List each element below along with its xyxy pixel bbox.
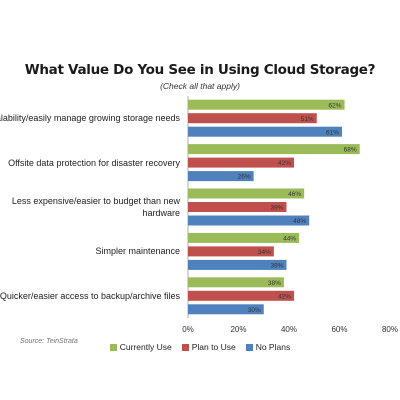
data-label: 30% — [248, 307, 261, 314]
bar — [188, 99, 345, 110]
category-label: Less expensive/easier to budget than new… — [11, 196, 180, 218]
bar — [188, 188, 305, 199]
bar — [188, 144, 360, 155]
data-label: 46% — [288, 191, 301, 198]
bar — [188, 304, 264, 315]
data-label: 48% — [293, 218, 306, 225]
data-label: 39% — [270, 205, 283, 212]
x-tick-label: 20% — [230, 325, 246, 334]
bar — [188, 290, 295, 301]
category-label: Scalability/easily manage growing storag… — [0, 113, 180, 124]
category-label: Quicker/easier access to backup/archive … — [0, 290, 180, 301]
bar — [188, 157, 295, 168]
legend-item: No Plans — [245, 342, 291, 352]
source-note: Source: TeinStrata — [20, 338, 78, 345]
data-label: 26% — [238, 174, 251, 181]
data-label: 51% — [301, 116, 314, 123]
legend-item: Plan to Use — [181, 342, 236, 352]
chart-subtitle: (Check all that apply) — [160, 81, 240, 91]
x-tick-label: 0% — [182, 325, 194, 334]
bar — [188, 277, 284, 288]
data-label: 68% — [344, 147, 357, 154]
legend: Currently Use Plan to Use No Plans — [0, 342, 400, 352]
category-label: Simpler maintenance — [95, 246, 180, 257]
x-tick-label: 60% — [331, 325, 347, 334]
bar — [188, 171, 254, 182]
chart-title: What Value Do You See in Using Cloud Sto… — [24, 62, 376, 78]
data-label: 34% — [258, 249, 271, 256]
data-label: 39% — [270, 263, 283, 270]
legend-item: Currently Use — [109, 342, 172, 352]
bar — [188, 246, 274, 257]
data-label: 38% — [268, 280, 281, 287]
bar — [188, 259, 287, 270]
bar — [188, 113, 317, 124]
data-label: 42% — [278, 160, 291, 167]
legend-label: No Plans — [255, 342, 291, 352]
legend-label: Currently Use — [119, 342, 172, 352]
x-tick-label: 80% — [382, 325, 398, 334]
data-label: 62% — [329, 102, 342, 109]
data-label: 61% — [326, 129, 339, 136]
legend-label: Plan to Use — [191, 342, 236, 352]
x-tick-label: 40% — [281, 325, 297, 334]
legend-swatch — [109, 344, 117, 351]
data-label: 44% — [283, 236, 296, 243]
data-label: 42% — [278, 293, 291, 300]
bar — [188, 232, 300, 243]
bar — [188, 126, 343, 137]
category-label: Offsite data protection for disaster rec… — [8, 157, 180, 168]
legend-swatch — [181, 344, 189, 351]
bar — [188, 202, 287, 212]
bar — [188, 215, 310, 226]
legend-swatch — [245, 344, 253, 351]
